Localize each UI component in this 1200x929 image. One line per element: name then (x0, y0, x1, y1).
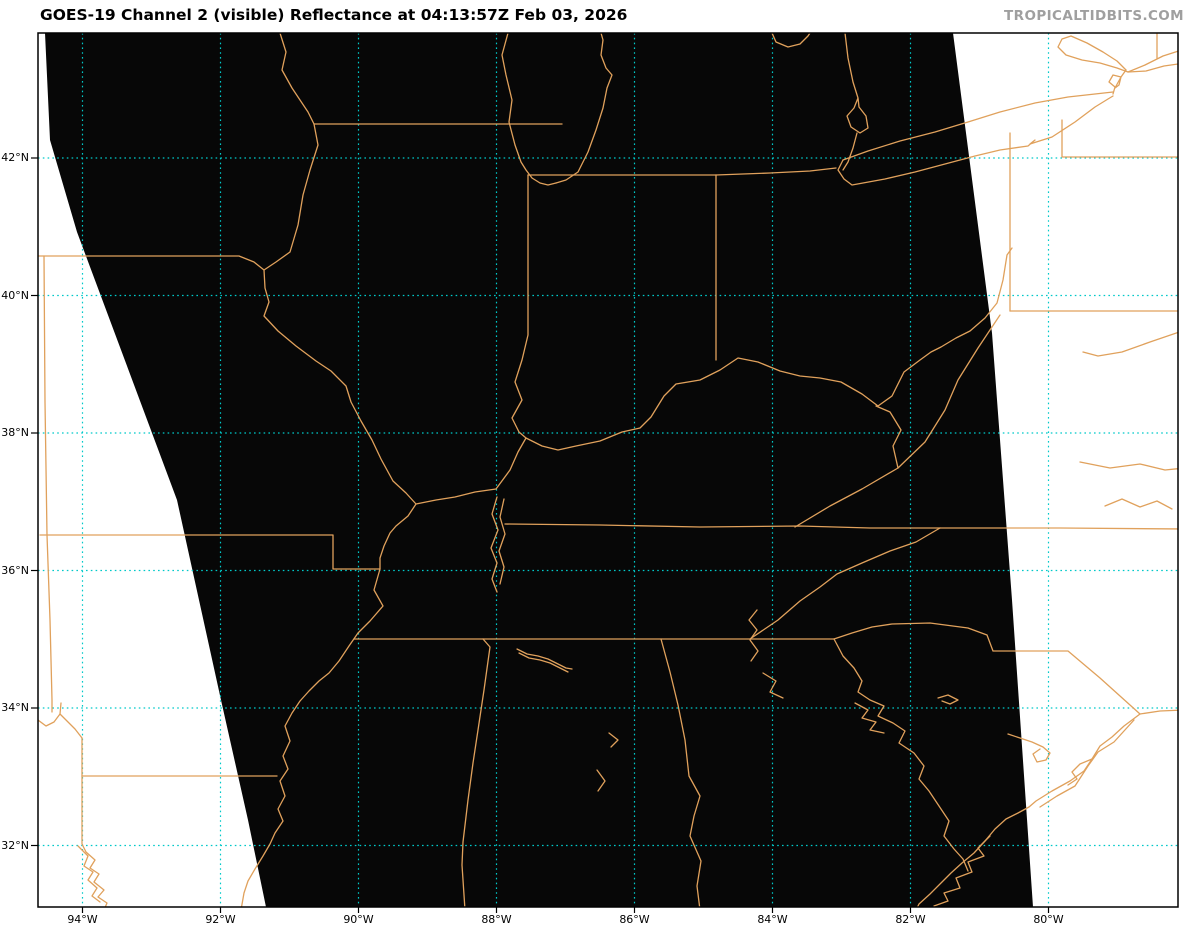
longitude-label: 94°W (67, 913, 98, 926)
longitude-label: 82°W (895, 913, 926, 926)
michigan-ohio-border (715, 167, 837, 176)
mississippi-alabama-border (461, 638, 491, 907)
lake-erie-north-shore (842, 91, 1114, 161)
barrier-islands (1039, 719, 1135, 808)
longitude-label: 88°W (481, 913, 512, 926)
north-carolina-south-carolina-border (833, 622, 1141, 715)
alabama-lake-martin (596, 769, 606, 792)
savannah-lakes-cluster (854, 702, 885, 734)
virginia-north-carolina-border (939, 527, 1178, 530)
west-virginia-virginia-border (897, 314, 1001, 469)
detroit-river (842, 132, 858, 171)
red-river (38, 702, 62, 727)
tennessee-river-chattanooga (748, 609, 759, 662)
lake-ontario-south-shore (1127, 63, 1178, 73)
latitude-label: 32°N (1, 838, 29, 852)
james-river (1079, 461, 1178, 471)
alabama-lake-coosa (608, 732, 619, 748)
latitude-label: 38°N (1, 426, 29, 439)
missouri-arkansas-border-bootheel (39, 534, 381, 570)
longitude-label: 92°W (205, 913, 236, 926)
lake-ontario (1057, 35, 1178, 73)
page-title: GOES-19 Channel 2 (visible) Reflectance … (40, 6, 628, 24)
tennessee-north-carolina-border (749, 527, 941, 640)
illinois-indiana-border-wabash (511, 174, 529, 439)
mississippi-river-illinois-border (240, 33, 417, 907)
tennessee-river-north-alabama (516, 648, 573, 670)
alabama-georgia-border-chattahoochee (660, 638, 702, 907)
kentucky-virginia-border (794, 405, 902, 528)
satellite-swath (45, 33, 1033, 907)
latitude-label: 36°N (1, 563, 29, 577)
niagara-river (1108, 69, 1127, 95)
toledo-bend-west-shore (77, 845, 101, 903)
latitude-label: 42°N (1, 151, 29, 164)
new-york-pennsylvania-border (1061, 119, 1178, 158)
texas-louisiana-border-toledo-bend (81, 737, 108, 907)
arkansas-oklahoma-border (46, 534, 53, 713)
savannah-river-georgia-south-carolina-border (833, 638, 969, 872)
michigan-thumb-lake-stclair (844, 33, 869, 134)
longitude-label: 84°W (757, 913, 788, 926)
lake-barkley (498, 498, 506, 585)
kentucky-tennessee-border (504, 523, 941, 529)
missouri-oklahoma-border (43, 255, 48, 536)
iowa-missouri-border (38, 255, 265, 271)
lake-michigan-east-shore (555, 33, 613, 184)
lake-erie-south-shore (837, 95, 1114, 186)
latitude-label: 40°N (1, 288, 29, 302)
kerr-lake-gaston (1104, 498, 1173, 510)
lake-marion-moultrie (1007, 733, 1051, 763)
latitude-label: 34°N (1, 701, 29, 714)
watermark-label: TROPICALTIDBITS.COM (1004, 8, 1184, 24)
tennessee-river-north-alabama-2 (518, 652, 569, 673)
red-river-east (59, 713, 83, 739)
lake-michigan-west-shore (501, 33, 557, 186)
sea-islands (933, 835, 991, 907)
potomac-river (1082, 331, 1178, 357)
atlantic-coast (916, 709, 1178, 907)
santee-delta (1067, 758, 1093, 786)
north-georgia-lakes (762, 672, 784, 699)
longitude-label: 80°W (1033, 913, 1064, 926)
kentucky-lake (490, 496, 499, 593)
lake-murray (937, 694, 959, 705)
longitude-label: 90°W (343, 913, 374, 926)
plot-area (38, 33, 1178, 907)
ohio-river (415, 247, 1013, 505)
longitude-label: 86°W (619, 913, 650, 926)
saginaw-bay (771, 33, 811, 48)
plot-border (37, 32, 1179, 908)
